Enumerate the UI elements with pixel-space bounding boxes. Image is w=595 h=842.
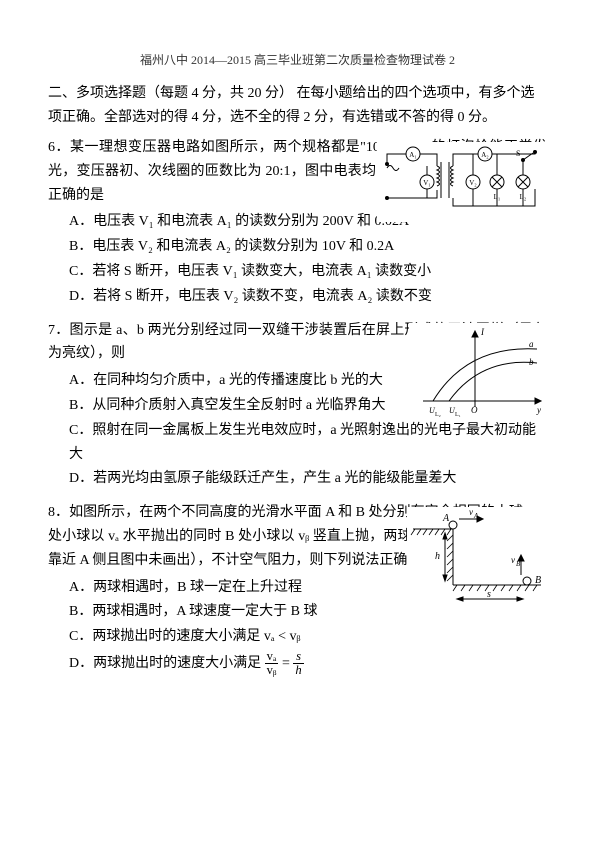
svg-text:s: s [487, 589, 491, 600]
q6-opt-c: C．若将 S 断开，电压表 V₁ 读数变大，电流表 A₁ 读数变小 [69, 260, 547, 284]
q8-opt-d-prefix: D．两球抛出时的速度大小满足 [69, 656, 265, 671]
section-title: 二、多项选择题（每题 4 分，共 20 分） 在每小题给出的四个选项中，有多个选… [48, 82, 547, 130]
q7-opt-d: D．若两光均由氢原子能级跃迁产生，产生 a 光的能级能量差大 [69, 467, 547, 491]
svg-text:L₁: L₁ [455, 412, 461, 418]
q8-opt-d-frac: vₐ vᵦ [265, 650, 279, 677]
q7-num: 7． [48, 323, 70, 338]
section-title-text: 二、多项选择题（每题 4 分，共 20 分） [48, 86, 293, 101]
svg-text:A₁: A₁ [409, 151, 417, 159]
q6-opt-b: B．电压表 V₂ 和电流表 A₂ 的读数分别为 10V 和 0.2A [69, 235, 547, 259]
svg-text:a: a [529, 339, 534, 349]
svg-text:B: B [516, 560, 521, 568]
q8-opt-d-rhs: = s h [282, 656, 304, 671]
svg-text:V₁: V₁ [423, 179, 431, 187]
svg-text:h: h [435, 551, 440, 562]
svg-text:L₂: L₂ [435, 412, 441, 418]
svg-text:b: b [529, 357, 534, 367]
q6-options: A．电压表 V₁ 和电流表 A₁ 的读数分别为 200V 和 0.02A B．电… [48, 210, 547, 308]
svg-text:A: A [442, 513, 450, 524]
q6-opt-d: D．若将 S 断开，电压表 V₂ 读数不变，电流表 A₂ 读数不变 [69, 285, 547, 309]
svg-text:B: B [535, 575, 541, 586]
q6-num: 6． [48, 140, 70, 155]
q8-opt-d: D．两球抛出时的速度大小满足 vₐ vᵦ = s h [69, 650, 547, 677]
svg-text:I: I [480, 327, 485, 337]
frac2-num: s [293, 650, 303, 664]
svg-text:V₂: V₂ [469, 179, 477, 187]
frac-den: vᵦ [265, 664, 279, 677]
figure-q7-graph: I y a b U L₂ U L₁ O [409, 323, 547, 419]
svg-text:y: y [536, 405, 541, 415]
question-6: A₁ V₁ A₂ V₂ [48, 136, 547, 309]
q8-num: 8． [48, 505, 69, 520]
svg-text:O: O [471, 405, 478, 415]
page-header: 福州八中 2014—2015 高三毕业班第二次质量检查物理试卷 2 [48, 50, 547, 70]
svg-text:v: v [511, 555, 515, 565]
svg-text:v: v [469, 507, 473, 517]
figure-q8-diagram: A v A B v B h s [407, 507, 547, 607]
question-8: A v A B v B h s [48, 501, 547, 677]
frac-num: vₐ [265, 650, 279, 664]
svg-text:A: A [473, 512, 479, 520]
figure-q6-circuit: A₁ V₁ A₂ V₂ [377, 142, 547, 222]
q7-opt-c: C．照射在同一金属板上发生光电效应时，a 光照射逸出的光电子最大初动能大 [69, 419, 547, 467]
q8-opt-c: C．两球抛出时的速度大小满足 vₐ < vᵦ [69, 625, 547, 649]
svg-text:A₂: A₂ [481, 151, 489, 159]
question-7: I y a b U L₂ U L₁ O 7．图示是 a、b 两光分别经过同一双缝… [48, 319, 547, 492]
frac2-den: h [293, 664, 303, 677]
q8-opt-d-frac2: s h [293, 650, 303, 677]
